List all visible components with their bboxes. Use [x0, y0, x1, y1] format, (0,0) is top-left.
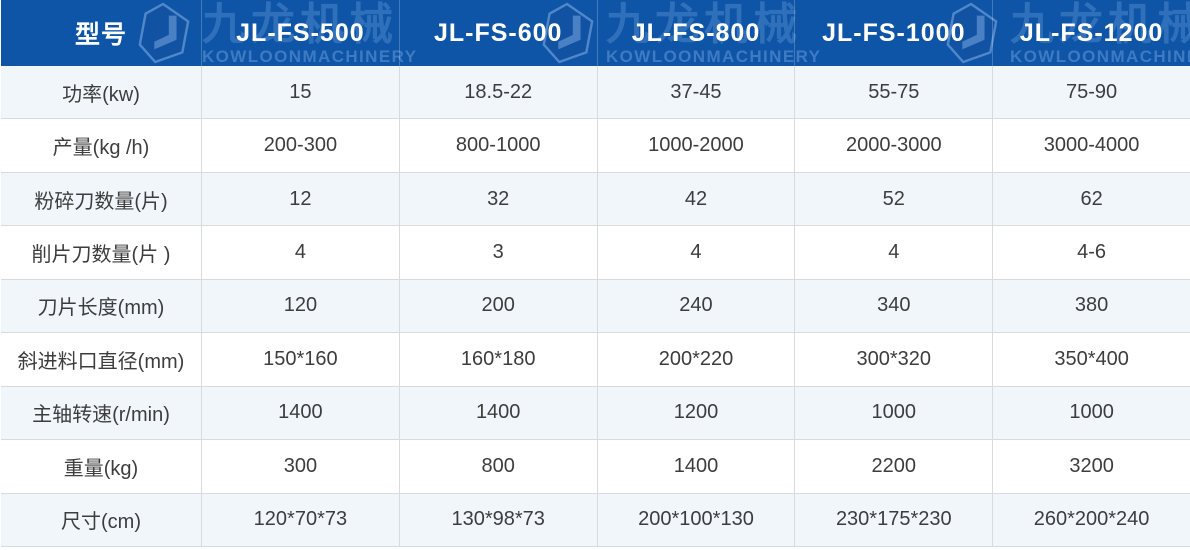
header-cell-jl-fs-800: JL-FS-800 — [596, 0, 795, 66]
table-row: 产量(kg /h) 200-300 800-1000 1000-2000 2000-30… — [1, 118, 1190, 172]
value-cell: 160*180 — [398, 333, 597, 386]
header-cell-jl-fs-600: JL-FS-600 — [398, 0, 597, 66]
row-label: 粉碎刀数量(片) — [34, 190, 168, 213]
value-cell: 120 — [201, 279, 399, 333]
value-cell: 3200 — [992, 440, 1190, 493]
value-cell: 4 — [201, 226, 399, 279]
header-cell-jl-fs-1000: JL-FS-1000 — [794, 0, 992, 66]
value-cell: 3000-4000 — [992, 119, 1190, 172]
row-label: 刀片长度(mm) — [37, 297, 165, 320]
value-cell: 55-75 — [794, 66, 992, 119]
table-header-row: 九龙机械 KOWLOONMACHINERY 九龙机械 KOWLOONMACHIN… — [1, 0, 1190, 66]
value-cell: 350*400 — [992, 333, 1190, 386]
value-cell: 260*200*240 — [992, 493, 1190, 546]
value-cell: 15 — [201, 66, 399, 119]
value-cell: 800-1000 — [398, 119, 597, 172]
row-label: 削片刀数量(片 ) — [31, 244, 171, 267]
value-cell: 340 — [794, 279, 992, 333]
value-cell: 2000-3000 — [794, 119, 992, 172]
value-cell: 2200 — [794, 440, 992, 493]
value-cell: 1400 — [201, 386, 399, 440]
row-label: 产量(kg /h) — [52, 137, 150, 160]
value-cell: 75-90 — [992, 66, 1190, 119]
value-cell: 37-45 — [596, 66, 795, 119]
table-row: 功率(kw) 15 18.5-22 37-45 55-75 75-90 — [1, 66, 1190, 119]
value-cell: 120*70*73 — [201, 493, 399, 546]
value-cell: 62 — [992, 172, 1190, 226]
header-cell-model: 型号 — [74, 21, 127, 49]
value-cell: 4 — [794, 226, 992, 279]
value-cell: 18.5-22 — [398, 66, 597, 119]
table-body: 功率(kw) 15 18.5-22 37-45 55-75 75-90 产量(kg /h) 2… — [1, 66, 1190, 546]
value-cell: 200-300 — [201, 119, 399, 172]
table-row: 重量(kg) 300 800 1400 2200 3200 — [1, 439, 1190, 493]
row-label: 斜进料口直径(mm) — [17, 350, 185, 373]
row-label: 重量(kg) — [63, 457, 139, 480]
value-cell: 1400 — [398, 386, 597, 440]
value-cell: 32 — [398, 172, 597, 226]
value-cell: 1200 — [596, 386, 795, 440]
value-cell: 1000 — [794, 386, 992, 440]
value-cell: 800 — [398, 440, 597, 493]
table-row: 斜进料口直径(mm) 150*160 160*180 200*220 300*320 35… — [1, 332, 1190, 386]
value-cell: 1000-2000 — [596, 119, 795, 172]
row-label: 主轴转速(r/min) — [32, 404, 170, 427]
header-cell-jl-fs-500: JL-FS-500 — [201, 0, 399, 66]
value-cell: 200*220 — [596, 333, 795, 386]
value-cell: 380 — [992, 279, 1190, 333]
value-cell: 52 — [794, 172, 992, 226]
header-cell-jl-fs-1200: JL-FS-1200 — [992, 0, 1190, 66]
value-cell: 200*100*130 — [596, 493, 795, 546]
value-cell: 4 — [596, 226, 795, 279]
table-row: 尺寸(cm) 120*70*73 130*98*73 200*100*130 230*1… — [1, 492, 1190, 546]
value-cell: 42 — [596, 172, 795, 226]
value-cell: 12 — [201, 172, 399, 226]
row-label: 尺寸(cm) — [61, 511, 141, 534]
value-cell: 150*160 — [201, 333, 399, 386]
value-cell: 130*98*73 — [398, 493, 597, 546]
value-cell: 3 — [398, 226, 597, 279]
value-cell: 200 — [398, 279, 597, 333]
value-cell: 4-6 — [992, 226, 1190, 279]
value-cell: 1400 — [596, 440, 795, 493]
table-row: 主轴转速(r/min) 1400 1400 1200 1000 1000 — [1, 385, 1190, 440]
row-label: 功率(kw) — [62, 83, 140, 106]
value-cell: 300 — [201, 440, 399, 493]
value-cell: 230*175*230 — [794, 493, 992, 546]
value-cell: 300*320 — [794, 333, 992, 386]
table-row: 削片刀数量(片 ) 4 3 4 4 4-6 — [1, 225, 1190, 279]
value-cell: 240 — [596, 279, 795, 333]
value-cell: 1000 — [992, 386, 1190, 440]
table-row: 粉碎刀数量(片) 12 32 42 52 62 — [1, 171, 1190, 226]
table-row: 刀片长度(mm) 120 200 240 340 380 — [1, 278, 1190, 333]
